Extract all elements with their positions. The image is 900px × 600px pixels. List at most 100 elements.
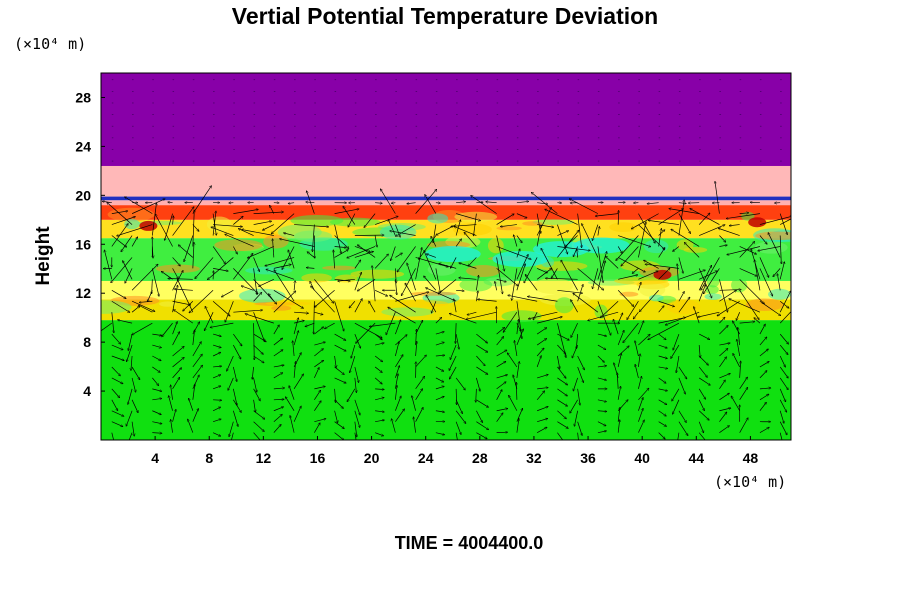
vector-arrow — [111, 300, 130, 312]
texture-patch — [459, 277, 493, 292]
vector-arrow — [254, 323, 255, 360]
vector-arrow — [294, 224, 329, 227]
vector-arrow — [413, 417, 416, 433]
vector-arrow — [500, 224, 517, 227]
vector-arrow — [314, 367, 319, 379]
vector-arrow — [455, 421, 461, 435]
x-axis-ticks: 4 8 12 16 20 24 28 32 36 40 44 48 — [151, 436, 758, 466]
vector-arrow — [374, 432, 384, 436]
vector-arrow — [374, 377, 382, 384]
texture-patch — [609, 222, 638, 233]
vector-arrow — [467, 311, 477, 315]
vector-arrow — [419, 235, 437, 260]
vector-arrow — [273, 264, 291, 269]
vector-arrow — [617, 246, 622, 253]
vector-arrow — [282, 246, 295, 269]
texture-patch — [155, 264, 200, 273]
vector-arrow — [597, 226, 600, 236]
temperature-layer-8 — [101, 165, 791, 197]
vector-arrow — [314, 390, 320, 400]
vector-arrow — [759, 349, 769, 357]
vector-arrow — [698, 311, 720, 317]
vector-arrow — [605, 256, 619, 269]
vector-arrow — [397, 246, 416, 272]
vector-arrow — [739, 418, 748, 433]
vector-arrow — [172, 368, 182, 379]
y-tick-label: 20 — [75, 187, 91, 203]
vector-arrow — [314, 401, 321, 411]
vector-arrow — [435, 332, 444, 335]
vector-arrow — [173, 216, 174, 225]
vector-arrow — [471, 195, 497, 214]
temperature-layer-6 — [101, 200, 791, 206]
vector-arrow — [253, 257, 260, 271]
vector-arrow — [117, 224, 153, 236]
x-tick-label: 28 — [472, 450, 488, 466]
vector-arrow — [435, 432, 445, 435]
vector-arrow — [189, 398, 194, 411]
vector-arrow — [496, 382, 506, 390]
vector-arrow — [273, 325, 279, 335]
vector-arrow — [412, 396, 416, 411]
vector-arrow — [684, 242, 700, 258]
vector-arrow — [233, 310, 262, 313]
vector-arrow — [779, 311, 791, 324]
vector-arrow — [627, 301, 639, 319]
texture-patch — [214, 239, 263, 252]
vector-arrow — [503, 311, 518, 332]
y-axis-label: Height — [33, 226, 54, 286]
vector-arrow — [731, 396, 740, 411]
vector-arrow — [279, 239, 315, 247]
vector-arrow — [128, 388, 133, 405]
vector-arrow — [658, 410, 667, 416]
vector-arrow — [631, 213, 659, 229]
vector-arrow — [314, 386, 325, 390]
vector-arrow — [698, 366, 707, 378]
vector-arrow — [577, 268, 604, 290]
vector-arrow — [375, 343, 384, 346]
vector-arrow — [192, 342, 201, 357]
vector-arrow — [374, 366, 382, 373]
vector-arrow — [574, 410, 578, 427]
vector-arrow — [233, 366, 237, 382]
texture-patch — [271, 305, 292, 311]
vector-arrow — [779, 213, 787, 235]
vector-arrow — [617, 400, 628, 411]
vector-arrow — [415, 247, 422, 280]
vector-arrow — [557, 410, 566, 419]
vector-arrow — [314, 419, 326, 423]
vector-arrow — [314, 349, 323, 357]
vector-arrow — [334, 432, 344, 440]
vector-arrow — [701, 257, 720, 290]
texture-patch — [206, 216, 232, 233]
vector-arrow — [450, 344, 457, 360]
vector-arrow — [274, 270, 295, 302]
vector-arrow — [719, 325, 728, 335]
y-tick-label: 28 — [75, 89, 91, 105]
vector-arrow — [779, 262, 784, 280]
texture-patch — [706, 276, 720, 288]
texture-patch — [648, 294, 664, 302]
vector-arrow — [172, 357, 185, 368]
x-tick-label: 44 — [689, 450, 705, 466]
vector-arrow — [395, 292, 429, 302]
vector-arrow — [343, 206, 356, 225]
vector-arrow — [253, 399, 256, 412]
vector-arrow — [101, 322, 113, 332]
vector-arrow — [719, 408, 731, 412]
vector-arrow — [496, 257, 503, 294]
red-blob-0 — [653, 269, 672, 280]
vector-arrow — [514, 340, 518, 357]
vector-arrow — [169, 395, 173, 411]
vector-arrow — [138, 305, 153, 313]
vector-arrow — [638, 334, 650, 346]
vector-arrow — [192, 322, 200, 335]
vector-arrow — [715, 181, 720, 214]
vector-arrow — [273, 338, 283, 346]
vector-arrow — [698, 265, 711, 291]
vector-arrow — [311, 286, 335, 313]
vector-arrow — [643, 260, 659, 269]
vector-arrow — [334, 355, 337, 368]
vector-arrow — [496, 214, 515, 225]
vector-arrow — [678, 213, 691, 234]
